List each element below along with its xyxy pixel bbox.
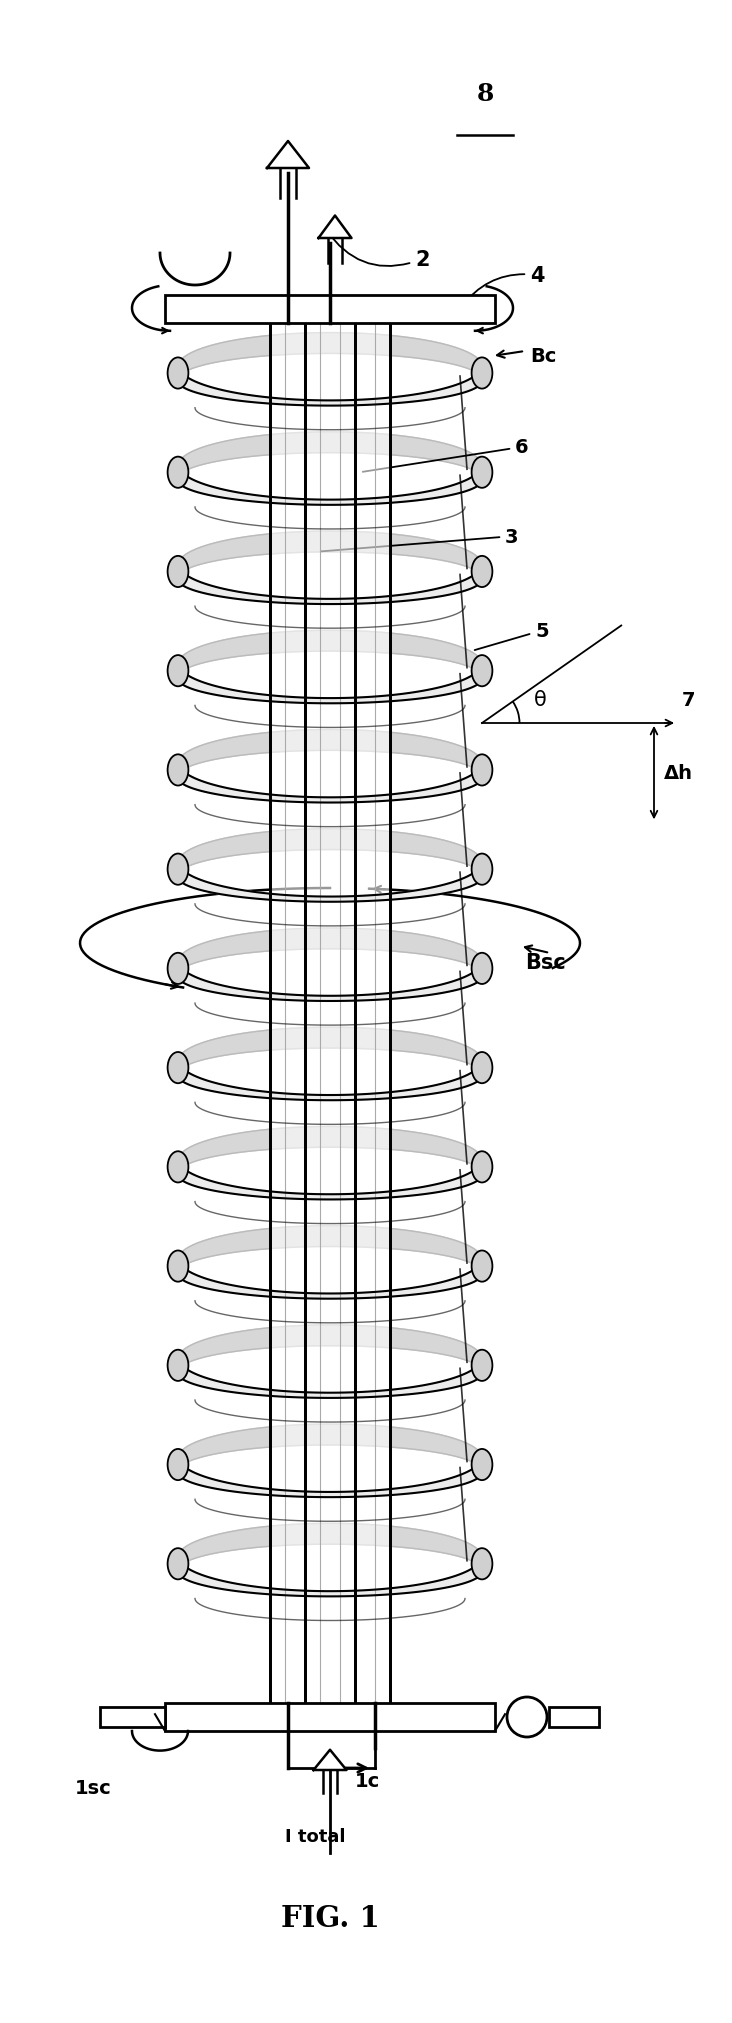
Text: 7: 7 — [682, 690, 695, 710]
Polygon shape — [178, 664, 482, 704]
Ellipse shape — [471, 1151, 493, 1183]
Polygon shape — [178, 1325, 482, 1372]
Polygon shape — [178, 1159, 482, 1200]
Text: Δh: Δh — [664, 765, 693, 783]
Polygon shape — [178, 1060, 482, 1101]
Polygon shape — [178, 1556, 482, 1596]
Ellipse shape — [471, 655, 493, 688]
Polygon shape — [178, 1523, 482, 1570]
Text: Bsc: Bsc — [525, 953, 566, 973]
Polygon shape — [178, 961, 482, 1001]
Polygon shape — [178, 465, 482, 506]
Polygon shape — [178, 961, 482, 1001]
Polygon shape — [178, 763, 482, 803]
Ellipse shape — [471, 358, 493, 388]
Text: 2: 2 — [326, 231, 430, 269]
Bar — [100, 1707, 165, 1728]
Polygon shape — [178, 1457, 482, 1497]
Polygon shape — [178, 829, 482, 876]
Polygon shape — [178, 1226, 482, 1272]
Polygon shape — [178, 532, 482, 579]
Polygon shape — [178, 664, 482, 704]
Ellipse shape — [168, 655, 188, 688]
Ellipse shape — [471, 1448, 493, 1481]
Ellipse shape — [471, 457, 493, 490]
Text: I total: I total — [285, 1827, 346, 1845]
Polygon shape — [178, 1424, 482, 1471]
Polygon shape — [178, 564, 482, 605]
Ellipse shape — [471, 1250, 493, 1283]
Bar — [165, 1703, 495, 1732]
Polygon shape — [178, 1028, 482, 1074]
Bar — [165, 295, 495, 324]
Ellipse shape — [168, 457, 188, 490]
Ellipse shape — [168, 1349, 188, 1382]
Bar — [549, 1707, 599, 1728]
Polygon shape — [178, 1060, 482, 1101]
Polygon shape — [178, 631, 482, 678]
Ellipse shape — [168, 854, 188, 886]
Polygon shape — [178, 862, 482, 902]
Ellipse shape — [471, 556, 493, 589]
Text: θ: θ — [534, 690, 547, 710]
Polygon shape — [313, 1750, 346, 1770]
Text: 1c: 1c — [355, 1770, 380, 1790]
Text: 6: 6 — [363, 439, 529, 473]
Ellipse shape — [168, 358, 188, 388]
Ellipse shape — [168, 1250, 188, 1283]
Polygon shape — [178, 1258, 482, 1299]
Polygon shape — [178, 334, 482, 380]
Polygon shape — [178, 929, 482, 975]
Ellipse shape — [168, 1151, 188, 1183]
Polygon shape — [178, 1127, 482, 1173]
Ellipse shape — [471, 854, 493, 886]
Polygon shape — [178, 1159, 482, 1200]
Ellipse shape — [471, 1052, 493, 1084]
Circle shape — [507, 1697, 547, 1738]
Polygon shape — [178, 1457, 482, 1497]
Ellipse shape — [168, 556, 188, 589]
Polygon shape — [178, 465, 482, 506]
Ellipse shape — [471, 755, 493, 787]
Polygon shape — [178, 1258, 482, 1299]
Text: 4: 4 — [462, 265, 545, 307]
Ellipse shape — [168, 1548, 188, 1580]
Polygon shape — [178, 730, 482, 777]
Polygon shape — [178, 433, 482, 479]
Ellipse shape — [168, 1448, 188, 1481]
Text: 1sc: 1sc — [75, 1778, 112, 1796]
Polygon shape — [178, 366, 482, 407]
Ellipse shape — [168, 755, 188, 787]
Text: FIG. 1: FIG. 1 — [280, 1904, 379, 1932]
Ellipse shape — [471, 1548, 493, 1580]
Ellipse shape — [168, 953, 188, 985]
Ellipse shape — [471, 953, 493, 985]
Text: Bc: Bc — [530, 346, 556, 366]
Polygon shape — [178, 366, 482, 407]
Ellipse shape — [168, 1052, 188, 1084]
Ellipse shape — [471, 1349, 493, 1382]
Polygon shape — [267, 142, 309, 168]
Polygon shape — [178, 862, 482, 902]
Text: 3: 3 — [321, 528, 518, 552]
Polygon shape — [178, 1357, 482, 1398]
Text: 8: 8 — [477, 83, 493, 105]
Polygon shape — [318, 216, 351, 239]
Polygon shape — [178, 763, 482, 803]
Text: 5: 5 — [474, 621, 548, 651]
Polygon shape — [178, 564, 482, 605]
Polygon shape — [178, 1357, 482, 1398]
Polygon shape — [178, 1556, 482, 1596]
